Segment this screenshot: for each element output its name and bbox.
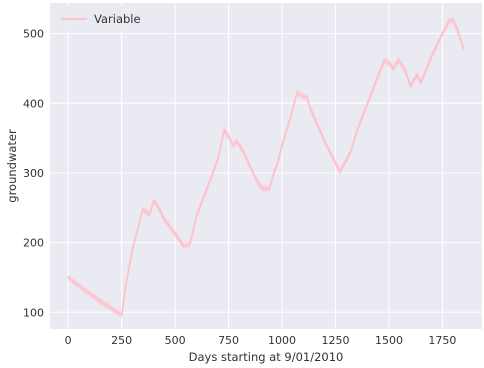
- x-tick-label: 1750: [428, 334, 456, 347]
- legend-label: Variable: [94, 12, 141, 26]
- series-line-variable: [67, 18, 465, 316]
- legend: Variable: [54, 7, 146, 31]
- y-axis-label: groundwater: [5, 129, 19, 203]
- legend-box: [54, 7, 146, 31]
- series-layer: [67, 16, 465, 319]
- y-tick-label: 400: [23, 97, 44, 110]
- x-tick-label: 250: [111, 334, 132, 347]
- x-tick-label: 1000: [268, 334, 296, 347]
- x-tick-label: 0: [65, 334, 72, 347]
- x-tick-label: 1500: [375, 334, 403, 347]
- y-tick-label: 500: [23, 28, 44, 41]
- x-tick-label: 500: [165, 334, 186, 347]
- y-tick-label: 100: [23, 306, 44, 319]
- grid-lines: [50, 3, 482, 329]
- x-tick-label: 1250: [322, 334, 350, 347]
- y-tick-label: 300: [23, 167, 44, 180]
- x-tick-label: 750: [218, 334, 239, 347]
- x-tick-labels: 0 250 500 750 1000 1250 1500 1750: [65, 334, 457, 347]
- y-tick-label: 200: [23, 237, 44, 250]
- plot-background: [50, 3, 482, 329]
- x-axis-label: Days starting at 9/01/2010: [189, 350, 344, 364]
- y-tick-labels: 100 200 300 400 500: [23, 28, 44, 320]
